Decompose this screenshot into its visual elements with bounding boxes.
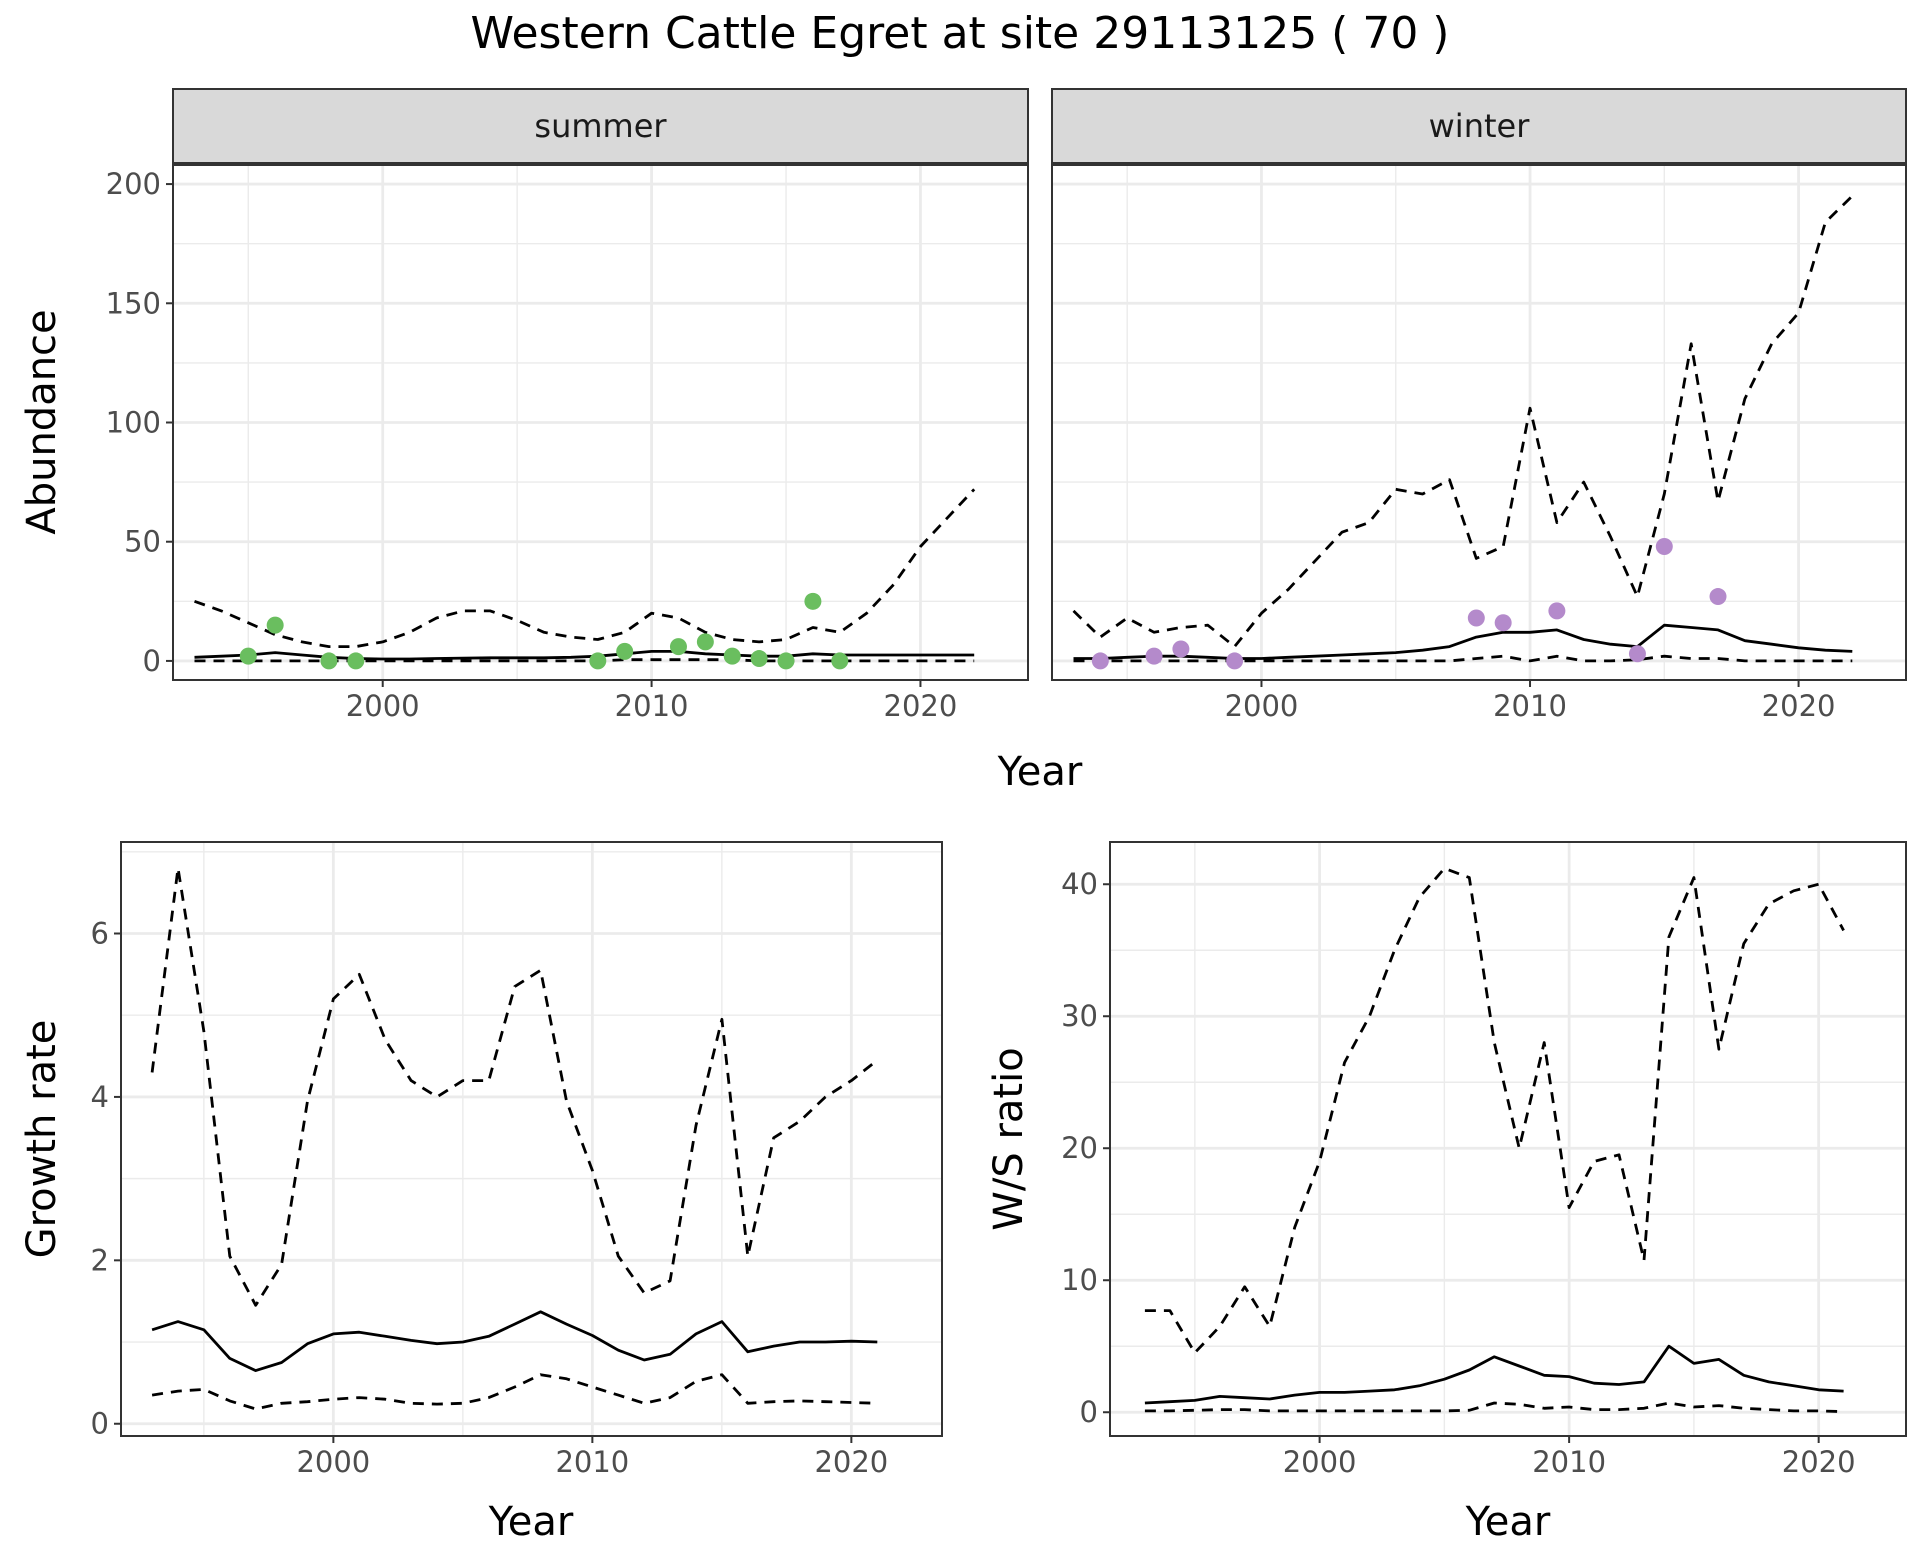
ws-ratio-y-tick-label: 30 bbox=[1061, 999, 1098, 1033]
facet-strip-winter: winter bbox=[1051, 88, 1907, 164]
facet-strip-label: summer bbox=[534, 107, 667, 145]
abundance-summer-y-tick-label: 150 bbox=[106, 286, 161, 320]
ws-ratio-x-tick-label: 2010 bbox=[1532, 1445, 1606, 1479]
abundance-summer-y-tick-label: 100 bbox=[106, 406, 161, 440]
growth-panel-border bbox=[120, 841, 943, 1437]
ws-ratio-y-tick-label: 0 bbox=[1080, 1395, 1098, 1429]
growth-y-tick-label: 4 bbox=[91, 1080, 109, 1114]
abundance-winter-lower-line bbox=[1073, 654, 1853, 663]
abundance-winter-estimate-line bbox=[1073, 623, 1853, 660]
facet-strip-background bbox=[172, 88, 1029, 164]
growth-panel-background bbox=[121, 842, 942, 1436]
abundance-summer-observed-point bbox=[616, 642, 634, 660]
abundance-summer-observed-point bbox=[804, 592, 822, 610]
abundance-winter-observed-point bbox=[1467, 609, 1485, 627]
abundance-summer-y-tick-label: 50 bbox=[124, 525, 161, 559]
facet-strip-label: winter bbox=[1429, 107, 1531, 145]
abundance-winter-plot-area: 2000 2010 2020 bbox=[1051, 164, 1907, 723]
abundance-winter-observed-point bbox=[1172, 640, 1190, 658]
ws-ratio-y-tick-label: 10 bbox=[1061, 1263, 1098, 1297]
ws-ratio-y-tick-label: 40 bbox=[1061, 867, 1098, 901]
figure-title: Western Cattle Egret at site 29113125 ( … bbox=[471, 8, 1450, 59]
abundance-summer-upper-line bbox=[194, 488, 976, 648]
abundance-winter-upper-line bbox=[1072, 194, 1854, 648]
growth-y-tick-label: 0 bbox=[91, 1407, 109, 1441]
growth-x-axis-title: Year bbox=[488, 1499, 574, 1545]
abundance-winter-x-tick-label: 2010 bbox=[1493, 689, 1567, 723]
abundance-summer-observed-point bbox=[723, 647, 741, 665]
facet-strip-summer: summer bbox=[172, 88, 1029, 164]
ws-ratio-upper-line bbox=[1144, 867, 1845, 1355]
growth-y-axis-title: Growth rate bbox=[19, 1020, 65, 1259]
ws-ratio-panel-border bbox=[1109, 841, 1907, 1437]
ws-ratio-y-axis-title: W/S ratio bbox=[986, 1047, 1032, 1230]
ws-ratio-x-tick-label: 2020 bbox=[1782, 1445, 1856, 1479]
growth-upper-line bbox=[150, 866, 879, 1307]
abundance-summer-y-tick-label: 200 bbox=[106, 167, 161, 201]
abundance-winter-observed-point bbox=[1494, 614, 1512, 632]
growth-x-tick-label: 2000 bbox=[296, 1445, 370, 1479]
abundance-winter-observed-point bbox=[1145, 647, 1163, 665]
abundance-summer-observed-point bbox=[589, 652, 607, 670]
abundance-x-axis-title: Year bbox=[997, 749, 1083, 795]
growth-x-tick-label: 2020 bbox=[814, 1445, 888, 1479]
growth-y-tick-label: 6 bbox=[91, 917, 109, 951]
abundance-y-axis-title: Abundance bbox=[19, 309, 65, 534]
abundance-winter-observed-point bbox=[1091, 652, 1109, 670]
abundance-summer-observed-point bbox=[669, 638, 687, 656]
abundance-winter-observed-point bbox=[1655, 537, 1673, 555]
growth-estimate-line bbox=[151, 1310, 878, 1372]
growth-plot-area: 2000 2010 2020 0 2 4 6 bbox=[91, 841, 943, 1479]
abundance-winter-observed-point bbox=[1226, 652, 1244, 670]
abundance-summer-x-tick-label: 2020 bbox=[884, 689, 958, 723]
ws-ratio-plot-area: 2000 2010 2020 0 10 20 30 40 bbox=[1061, 841, 1907, 1479]
ws-ratio-estimate-line bbox=[1144, 1344, 1844, 1405]
ws-ratio-panel-background bbox=[1110, 842, 1906, 1436]
abundance-summer-observed-point bbox=[320, 652, 338, 670]
ws-ratio-x-tick-label: 2000 bbox=[1283, 1445, 1357, 1479]
abundance-summer-observed-point bbox=[347, 652, 365, 670]
abundance-winter-observed-point bbox=[1628, 645, 1646, 663]
abundance-summer-observed-point bbox=[696, 633, 714, 651]
abundance-summer-x-tick-label: 2000 bbox=[346, 689, 420, 723]
abundance-winter-panel-border bbox=[1051, 164, 1907, 681]
abundance-summer-observed-point bbox=[777, 652, 795, 670]
facet-strip-background bbox=[1051, 88, 1907, 164]
abundance-winter-observed-point bbox=[1548, 602, 1566, 620]
ws-ratio-x-axis-title: Year bbox=[1465, 1499, 1551, 1545]
abundance-winter-observed-point bbox=[1709, 588, 1727, 606]
abundance-summer-observed-point bbox=[750, 650, 768, 668]
abundance-summer-observed-point bbox=[239, 647, 257, 665]
abundance-summer-x-tick-label: 2010 bbox=[615, 689, 689, 723]
growth-x-tick-label: 2010 bbox=[555, 1445, 629, 1479]
abundance-summer-observed-point bbox=[831, 652, 849, 670]
abundance-winter-x-tick-label: 2000 bbox=[1225, 689, 1299, 723]
abundance-summer-observed-point bbox=[266, 616, 284, 634]
ws-ratio-y-tick-label: 20 bbox=[1061, 1131, 1098, 1165]
ws-ratio-lower-line bbox=[1144, 1401, 1844, 1413]
abundance-summer-plot-area: 2000 2010 2020 0 50 100 150 200 bbox=[106, 164, 1029, 723]
abundance-winter-x-tick-label: 2020 bbox=[1762, 689, 1836, 723]
abundance-summer-y-tick-label: 0 bbox=[143, 644, 161, 678]
growth-lower-line bbox=[151, 1373, 878, 1411]
growth-y-tick-label: 2 bbox=[91, 1243, 109, 1277]
